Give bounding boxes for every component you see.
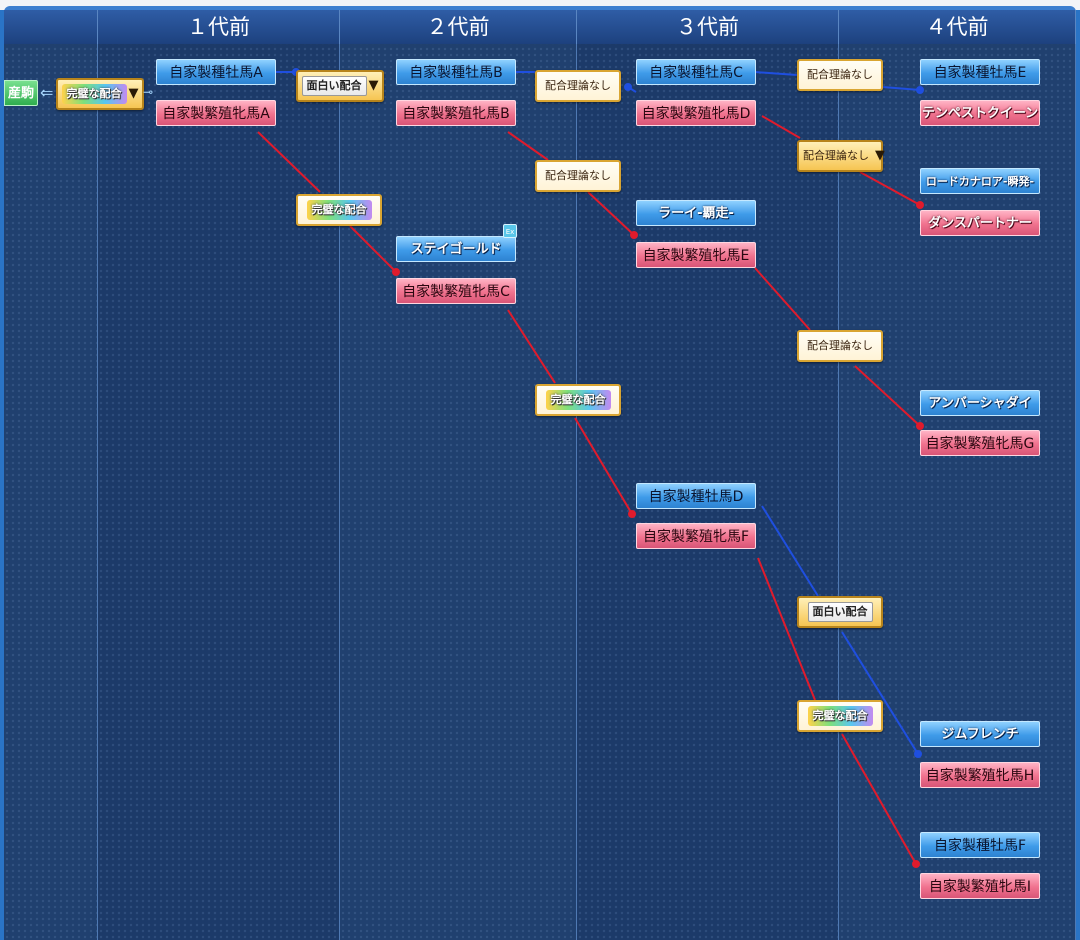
column-header-foal [4, 10, 98, 44]
sire-gen3-rai[interactable]: ラーイ-覇走- [636, 200, 756, 226]
dam-gen3-e[interactable]: 自家製繁殖牝馬E [636, 242, 756, 268]
compat-badge-label: 完璧な配合 [807, 706, 873, 726]
panel-top-edge [4, 6, 1076, 12]
compat-badge-gen2-b-sire[interactable]: 配合理論なし [535, 70, 621, 102]
compat-badge-gen1-sire[interactable]: 面白い配合 ▼ [296, 70, 384, 102]
compat-badge-label: 配合理論なし [807, 68, 873, 81]
left-arrow-icon: ⇐ [40, 83, 54, 102]
compat-badge-gen3-c-sire[interactable]: 配合理論なし [797, 59, 883, 91]
compat-badge-label: 配合理論なし [807, 339, 873, 352]
dam-gen3-d[interactable]: 自家製繁殖牝馬D [636, 100, 756, 126]
sire-gen4-e[interactable]: 自家製種牡馬E [920, 59, 1040, 85]
column-foal [4, 10, 98, 940]
column-header-gen3: ３代前 [577, 10, 839, 44]
triangle-down-icon: ▼ [875, 148, 885, 163]
sire-gen4-jim[interactable]: ジムフレンチ [920, 721, 1040, 747]
compat-badge-gen1-dam[interactable]: 完璧な配合 [296, 194, 382, 226]
sire-gen4-lord[interactable]: ロードカナロア-瞬発- [920, 168, 1040, 194]
foal-label[interactable]: 産駒 [4, 80, 38, 106]
top-bar [0, 0, 1080, 10]
compat-badge-label: 配合理論なし [545, 169, 611, 182]
compat-badge-label: 完璧な配合 [61, 84, 127, 104]
column-header-gen2: ２代前 [340, 10, 577, 44]
compat-badge-label: 配合理論なし [545, 79, 611, 92]
sire-gen2-stay[interactable]: ステイゴールド [396, 236, 516, 262]
dam-gen4-tempest[interactable]: テンペストクイーン [920, 100, 1040, 126]
triangle-down-icon: ▼ [368, 78, 379, 93]
compat-badge-label: 面白い配合 [301, 76, 367, 96]
compat-badge-label: 面白い配合 [807, 602, 873, 622]
dam-gen2-c[interactable]: 自家製繁殖牝馬C [396, 278, 516, 304]
compat-badge-label: 完璧な配合 [545, 390, 611, 410]
dam-gen4-h[interactable]: 自家製繁殖牝馬H [920, 762, 1040, 788]
compat-badge-gen3-e-dam[interactable]: 配合理論なし [797, 330, 883, 362]
compat-badge-gen2-c-dam[interactable]: 完璧な配合 [535, 384, 621, 416]
column-header-gen4: ４代前 [839, 10, 1076, 44]
compat-badge-gen2-b-dam[interactable]: 配合理論なし [535, 160, 621, 192]
sire-gen1[interactable]: 自家製種牡馬A [156, 59, 276, 85]
sire-gen3-d[interactable]: 自家製種牡馬D [636, 483, 756, 509]
compat-badge-foal[interactable]: 完璧な配合 ▼ [56, 78, 144, 110]
compat-badge-gen3-d-sire[interactable]: 面白い配合 [797, 596, 883, 628]
dam-gen4-g[interactable]: 自家製繁殖牝馬G [920, 430, 1040, 456]
compat-badge-label: 配合理論なし [803, 149, 869, 162]
sire-gen4-amber[interactable]: アンバーシャダイ [920, 390, 1040, 416]
dam-gen4-i[interactable]: 自家製繁殖牝馬I [920, 873, 1040, 899]
dam-gen2-b[interactable]: 自家製繁殖牝馬B [396, 100, 516, 126]
compat-badge-label: 完璧な配合 [306, 200, 372, 220]
triangle-down-icon: ▼ [128, 86, 139, 101]
column-gen2 [340, 10, 577, 940]
sire-gen2-b[interactable]: 自家製種牡馬B [396, 59, 516, 85]
ex-tag-icon: Ex [503, 224, 517, 238]
column-gen1 [98, 10, 340, 940]
sire-gen4-f[interactable]: 自家製種牡馬F [920, 832, 1040, 858]
dam-gen4-dance[interactable]: ダンスパートナー [920, 210, 1040, 236]
ring-link-icon: ⊸ [143, 85, 154, 99]
compat-badge-gen3-f-dam[interactable]: 完璧な配合 [797, 700, 883, 732]
sire-gen3-c[interactable]: 自家製種牡馬C [636, 59, 756, 85]
compat-badge-gen3-d-dam[interactable]: 配合理論なし ▼ [797, 140, 885, 172]
dam-gen3-f[interactable]: 自家製繁殖牝馬F [636, 523, 756, 549]
dam-gen1[interactable]: 自家製繁殖牝馬A [156, 100, 276, 126]
column-header-gen1: １代前 [98, 10, 340, 44]
